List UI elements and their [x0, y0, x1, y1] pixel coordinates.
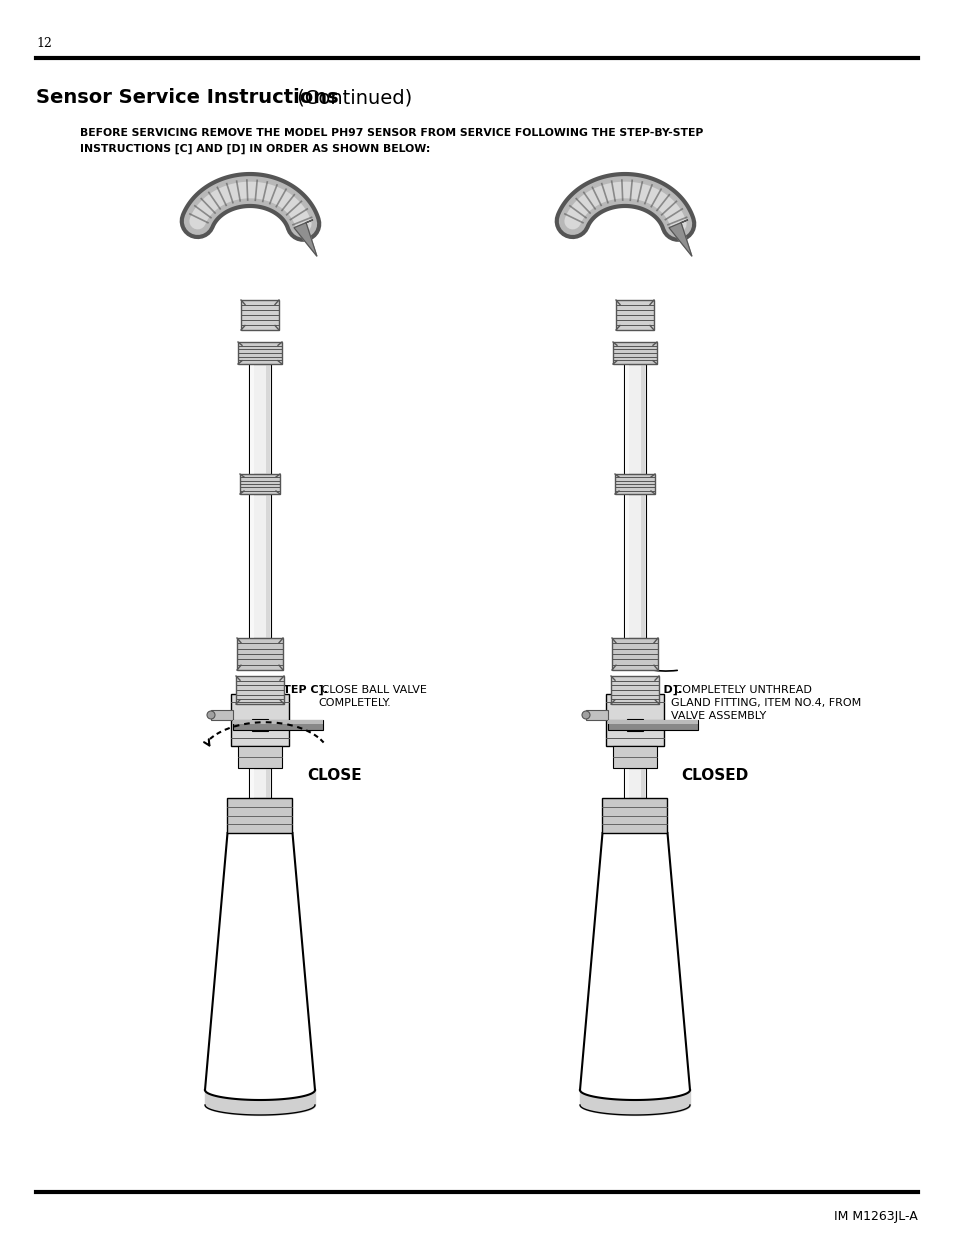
Bar [624, 364, 628, 474]
Bar [252, 719, 268, 731]
Bar [613, 342, 657, 364]
Bar [607, 720, 698, 724]
Bar [626, 719, 642, 731]
Bar [585, 710, 607, 720]
Bar [612, 638, 658, 671]
Bar [615, 474, 655, 494]
Bar [237, 342, 282, 364]
Bar [607, 720, 698, 730]
Text: INSTRUCTIONS [C] AND [D] IN ORDER AS SHOWN BELOW:: INSTRUCTIONS [C] AND [D] IN ORDER AS SHO… [80, 144, 430, 154]
Text: IM M1263JL-A: IM M1263JL-A [833, 1210, 917, 1223]
Bar [237, 746, 282, 768]
Bar [231, 694, 289, 746]
Bar [640, 364, 644, 474]
Bar [250, 364, 253, 474]
Bar [233, 720, 323, 724]
Bar [613, 746, 657, 768]
Text: BEFORE SERVICING REMOVE THE MODEL PH97 SENSOR FROM SERVICE FOLLOWING THE STEP-BY: BEFORE SERVICING REMOVE THE MODEL PH97 S… [80, 128, 702, 138]
Text: CLOSE: CLOSE [308, 768, 362, 783]
Bar [605, 694, 663, 746]
Bar [227, 798, 293, 832]
Bar [623, 494, 645, 638]
Bar [623, 768, 645, 798]
Ellipse shape [207, 711, 214, 719]
Bar [602, 798, 667, 832]
Polygon shape [668, 220, 691, 256]
Bar [640, 768, 644, 798]
Bar [266, 768, 270, 798]
Text: Sensor Service Instructions: Sensor Service Instructions [36, 88, 338, 107]
Bar [266, 364, 270, 474]
Bar [233, 720, 323, 730]
Text: CLOSED: CLOSED [680, 768, 748, 783]
Text: 12: 12 [36, 37, 51, 49]
Bar [236, 638, 283, 671]
Bar [249, 494, 271, 638]
Text: [STEP C].: [STEP C]. [270, 685, 328, 695]
Bar [235, 676, 284, 704]
Text: (Continued): (Continued) [291, 88, 412, 107]
Bar [640, 494, 644, 638]
Bar [616, 300, 654, 330]
Text: CLOSE BALL VALVE
COMPLETELY.: CLOSE BALL VALVE COMPLETELY. [317, 685, 426, 708]
Bar [623, 364, 645, 474]
Bar [610, 676, 659, 704]
Bar [266, 494, 270, 638]
Bar [211, 710, 233, 720]
Bar [624, 768, 628, 798]
Ellipse shape [581, 711, 589, 719]
Text: COMPLETELY UNTHREAD
GLAND FITTING, ITEM NO.4, FROM
VALVE ASSEMBLY: COMPLETELY UNTHREAD GLAND FITTING, ITEM … [670, 685, 861, 721]
Text: [STEP D].: [STEP D]. [622, 685, 681, 695]
Bar [624, 494, 628, 638]
Bar [240, 474, 280, 494]
Bar [250, 768, 253, 798]
Bar [250, 494, 253, 638]
Polygon shape [294, 220, 316, 256]
Bar [241, 300, 278, 330]
Bar [249, 768, 271, 798]
Bar [249, 364, 271, 474]
